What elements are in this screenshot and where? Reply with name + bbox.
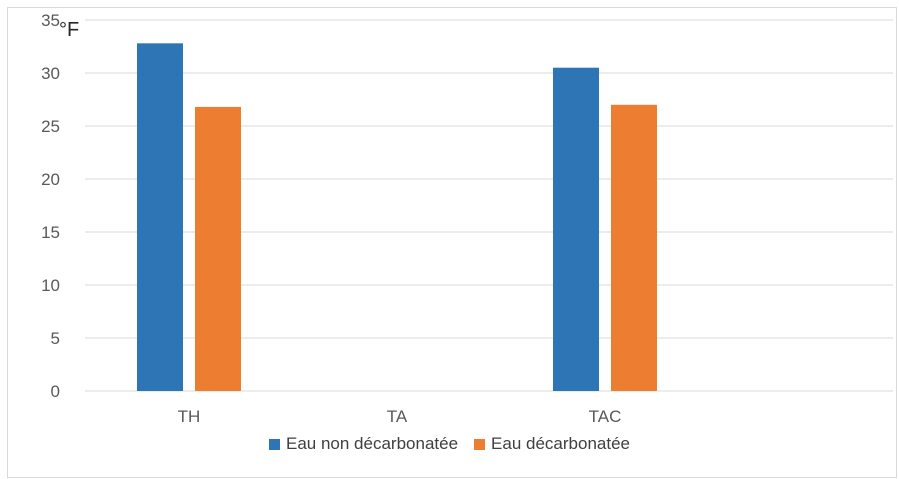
legend-swatch-series-1 <box>474 438 486 450</box>
bar-th-series-0 <box>137 43 183 391</box>
unit-label: °F <box>59 19 79 41</box>
y-axis-ticks: 0 5 10 15 20 25 30 35 <box>41 11 60 401</box>
y-tick-label-0: 0 <box>51 382 60 401</box>
y-tick-label-1: 5 <box>51 329 60 348</box>
legend-item-series-1: Eau décarbonatée <box>474 434 630 454</box>
y-tick-label-2: 10 <box>41 276 60 295</box>
x-axis-ticks: TH TA TAC <box>178 407 622 426</box>
y-tick-label-3: 15 <box>41 223 60 242</box>
bar-tac-series-0 <box>553 67 599 391</box>
y-tick-label-5: 25 <box>41 117 60 136</box>
y-tick-label-4: 20 <box>41 170 60 189</box>
legend-item-series-0: Eau non décarbonatée <box>269 434 458 454</box>
legend-swatch-series-0 <box>269 438 280 450</box>
x-tick-label-0: TH <box>178 407 201 426</box>
bar-tac-series-1 <box>611 104 657 392</box>
x-tick-label-2: TAC <box>589 407 622 426</box>
bars <box>137 43 657 392</box>
legend-label-series-1: Eau décarbonatée <box>491 434 630 453</box>
y-tick-label-7: 35 <box>41 11 60 30</box>
legend-label-series-0: Eau non décarbonatée <box>286 434 459 453</box>
y-tick-label-6: 30 <box>41 64 60 83</box>
bar-th-series-1 <box>195 106 241 392</box>
legend: Eau non décarbonatée Eau décarbonatée <box>0 434 899 454</box>
x-tick-label-1: TA <box>387 407 408 426</box>
